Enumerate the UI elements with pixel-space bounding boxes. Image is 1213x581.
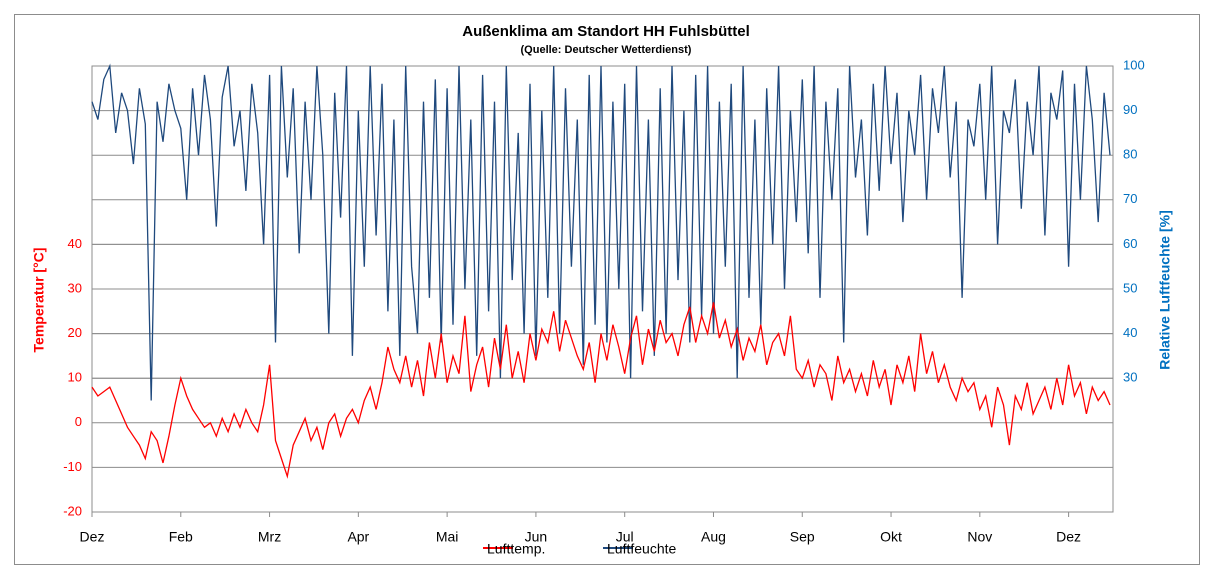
chart-subtitle: (Quelle: Deutscher Wetterdienst)	[521, 44, 692, 56]
legend-label: Lufttemp.	[487, 541, 545, 557]
y-tick-label: 30	[68, 280, 82, 295]
x-tick-label: Mrz	[258, 529, 281, 545]
y2-tick-label: 50	[1123, 280, 1137, 295]
x-tick-label: Nov	[967, 529, 992, 545]
x-tick-label: Apr	[347, 529, 369, 545]
y2-tick-label: 60	[1123, 236, 1137, 251]
y2-tick-label: 90	[1123, 102, 1137, 117]
y-tick-label: 0	[75, 414, 82, 429]
y2-tick-label: 100	[1123, 57, 1145, 72]
x-tick-label: Dez	[80, 529, 105, 545]
data-line	[91, 302, 1111, 479]
chart-title: Außenklima am Standort HH Fuhlsbüttel	[462, 23, 750, 40]
y2-tick-label: 80	[1123, 147, 1137, 162]
x-tick-label: Dez	[1056, 529, 1081, 545]
x-tick-label: Jul	[616, 529, 634, 545]
y-tick-label: -10	[63, 459, 82, 474]
x-tick-label: Mai	[436, 529, 459, 545]
y2-tick-label: 40	[1123, 325, 1137, 340]
y2-tick-label: 70	[1123, 191, 1137, 206]
y-axis-label: Temperatur [°C]	[31, 248, 47, 353]
y-tick-label: 20	[68, 325, 82, 340]
data-line	[91, 63, 1111, 401]
x-tick-label: Aug	[701, 529, 726, 545]
y2-tick-label: 30	[1123, 370, 1137, 385]
x-tick-label: Feb	[169, 529, 193, 545]
x-tick-label: Sep	[790, 529, 815, 545]
y2-axis-label: Relative Luftfeuchte [%]	[1157, 210, 1173, 369]
y-tick-label: 40	[68, 236, 82, 251]
x-tick-label: Jun	[525, 529, 548, 545]
x-tick-label: Okt	[880, 529, 902, 545]
y-tick-label: -20	[63, 503, 82, 518]
y-tick-label: 10	[68, 370, 82, 385]
plot-area	[91, 65, 1114, 513]
legend-label: Luftfeuchte	[607, 541, 676, 557]
